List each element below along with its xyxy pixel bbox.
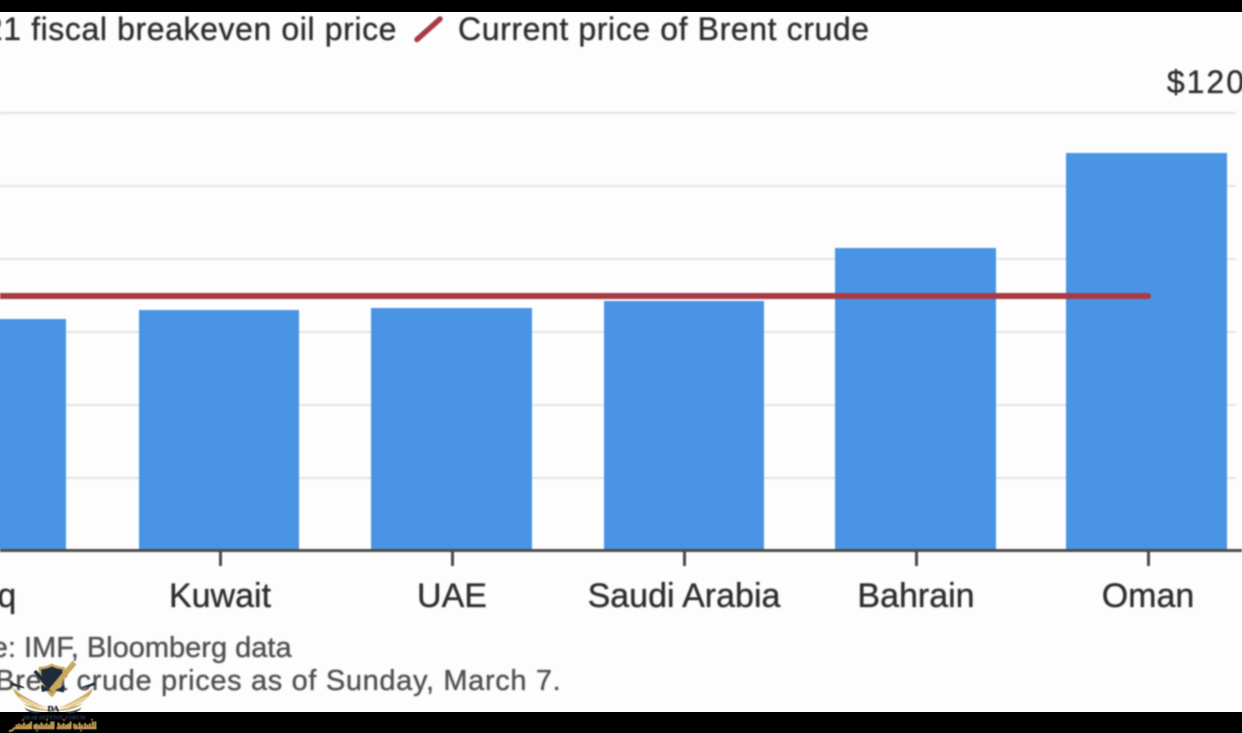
svg-text:DA: DA (47, 704, 60, 714)
svg-text:ARAB DEFENSE FORUM: ARAB DEFENSE FORUM (23, 715, 86, 722)
